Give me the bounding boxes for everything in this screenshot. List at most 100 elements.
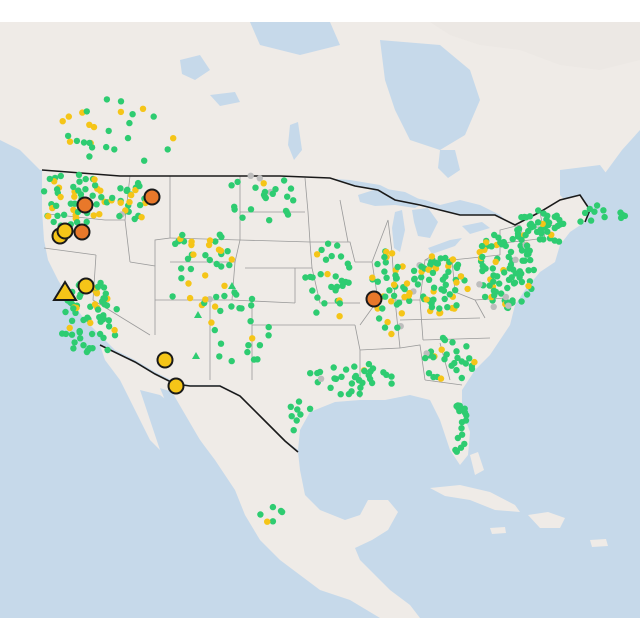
station-dot-moderate[interactable] (117, 199, 124, 206)
station-dot-good[interactable] (394, 263, 401, 271)
station-dot-good[interactable] (54, 212, 61, 219)
station-dot-good[interactable] (99, 316, 107, 323)
station-dot-good[interactable] (489, 265, 496, 272)
station-dot-moderate[interactable] (249, 335, 256, 342)
station-dot-good[interactable] (458, 374, 465, 382)
station-dot-good[interactable] (345, 279, 352, 286)
station-dot-moderate[interactable] (185, 280, 192, 287)
station-dot-good[interactable] (461, 409, 469, 416)
station-dot-good[interactable] (169, 293, 176, 300)
station-marker-unhealthy-sensitive[interactable] (143, 188, 161, 206)
station-dot-good[interactable] (293, 417, 300, 424)
station-dot-good[interactable] (105, 127, 112, 135)
station-dot-good[interactable] (178, 275, 185, 282)
station-dot-good[interactable] (621, 212, 629, 220)
station-dot-good[interactable] (454, 434, 462, 442)
station-dot-good[interactable] (330, 364, 337, 371)
station-dot-good[interactable] (80, 139, 88, 146)
station-dot-moderate[interactable] (313, 251, 321, 258)
station-dot-good[interactable] (457, 444, 465, 451)
station-dot-good[interactable] (577, 218, 584, 225)
station-dot-good[interactable] (463, 343, 470, 350)
station-dot-good[interactable] (554, 222, 561, 230)
station-dot-good[interactable] (365, 360, 373, 368)
station-dot-good[interactable] (444, 304, 451, 311)
station-dot-moderate[interactable] (336, 313, 343, 320)
station-dot-good[interactable] (490, 287, 498, 294)
station-dot-good[interactable] (111, 332, 119, 339)
station-dot-moderate[interactable] (324, 270, 331, 278)
station-dot-good[interactable] (62, 330, 70, 338)
station-dot-good[interactable] (525, 250, 532, 257)
station-dot-good[interactable] (234, 178, 241, 186)
station-dot-good[interactable] (425, 370, 433, 377)
station-dot-good[interactable] (309, 274, 316, 281)
station-dot-good[interactable] (328, 252, 335, 260)
station-dot-good[interactable] (40, 188, 48, 195)
station-dot-good[interactable] (248, 295, 256, 303)
station-dot-good[interactable] (124, 186, 131, 193)
station-dot-good[interactable] (462, 360, 469, 367)
station-dot-moderate[interactable] (383, 248, 390, 256)
station-dot-good[interactable] (379, 305, 386, 312)
station-dot-no-data[interactable] (247, 172, 254, 179)
station-dot-good[interactable] (83, 348, 91, 356)
station-dot-good[interactable] (104, 346, 111, 354)
station-dot-good[interactable] (439, 334, 447, 342)
station-dot-good[interactable] (494, 273, 501, 280)
station-dot-good[interactable] (100, 284, 108, 291)
station-marker-moderate[interactable] (77, 277, 95, 295)
station-dot-good[interactable] (386, 287, 393, 294)
station-dot-good[interactable] (76, 327, 83, 335)
station-dot-good[interactable] (456, 407, 463, 415)
station-dot-good[interactable] (46, 175, 53, 183)
station-dot-good[interactable] (224, 248, 231, 255)
station-dot-good[interactable] (393, 275, 400, 282)
station-dot-moderate[interactable] (139, 105, 147, 113)
station-dot-no-data[interactable] (490, 303, 497, 310)
station-dot-no-data[interactable] (505, 302, 512, 309)
station-dot-good[interactable] (71, 339, 78, 346)
station-dot-good[interactable] (260, 191, 268, 199)
station-dot-good[interactable] (50, 218, 57, 226)
station-dot-good[interactable] (295, 398, 303, 405)
station-dot-no-data[interactable] (206, 296, 213, 303)
station-dot-moderate[interactable] (66, 324, 73, 332)
station-dot-good[interactable] (290, 427, 297, 434)
station-dot-good[interactable] (247, 206, 255, 213)
station-dot-good[interactable] (187, 265, 195, 273)
station-dot-good[interactable] (336, 300, 344, 307)
station-dot-good[interactable] (394, 324, 401, 331)
station-dot-good[interactable] (248, 302, 255, 309)
station-triangle-good[interactable] (192, 352, 200, 359)
station-dot-good[interactable] (443, 351, 450, 358)
station-dot-good[interactable] (70, 345, 77, 352)
station-dot-good[interactable] (375, 315, 383, 322)
station-dot-good[interactable] (272, 186, 279, 193)
station-dot-good[interactable] (436, 305, 443, 312)
station-dot-good[interactable] (434, 260, 442, 267)
station-dot-good[interactable] (441, 356, 448, 363)
station-dot-moderate[interactable] (188, 238, 195, 245)
station-dot-good[interactable] (84, 314, 91, 321)
monitoring-stations-layer[interactable] (40, 96, 629, 525)
station-dot-moderate[interactable] (170, 135, 177, 142)
station-dot-good[interactable] (466, 355, 473, 362)
station-dot-good[interactable] (94, 306, 102, 313)
station-dot-good[interactable] (525, 267, 532, 274)
station-dot-good[interactable] (80, 342, 87, 349)
station-dot-good[interactable] (287, 185, 295, 192)
station-dot-good[interactable] (307, 370, 314, 377)
station-dot-good[interactable] (73, 137, 81, 145)
station-dot-good[interactable] (458, 425, 465, 432)
station-dot-good[interactable] (601, 213, 608, 221)
station-dot-moderate[interactable] (87, 319, 94, 327)
station-dot-good[interactable] (374, 260, 381, 268)
station-dot-moderate[interactable] (398, 310, 405, 317)
station-dot-good[interactable] (357, 384, 364, 391)
station-dot-good[interactable] (324, 240, 332, 247)
station-dot-good[interactable] (105, 317, 113, 324)
station-dot-good[interactable] (252, 184, 259, 191)
station-dot-good[interactable] (411, 276, 418, 283)
